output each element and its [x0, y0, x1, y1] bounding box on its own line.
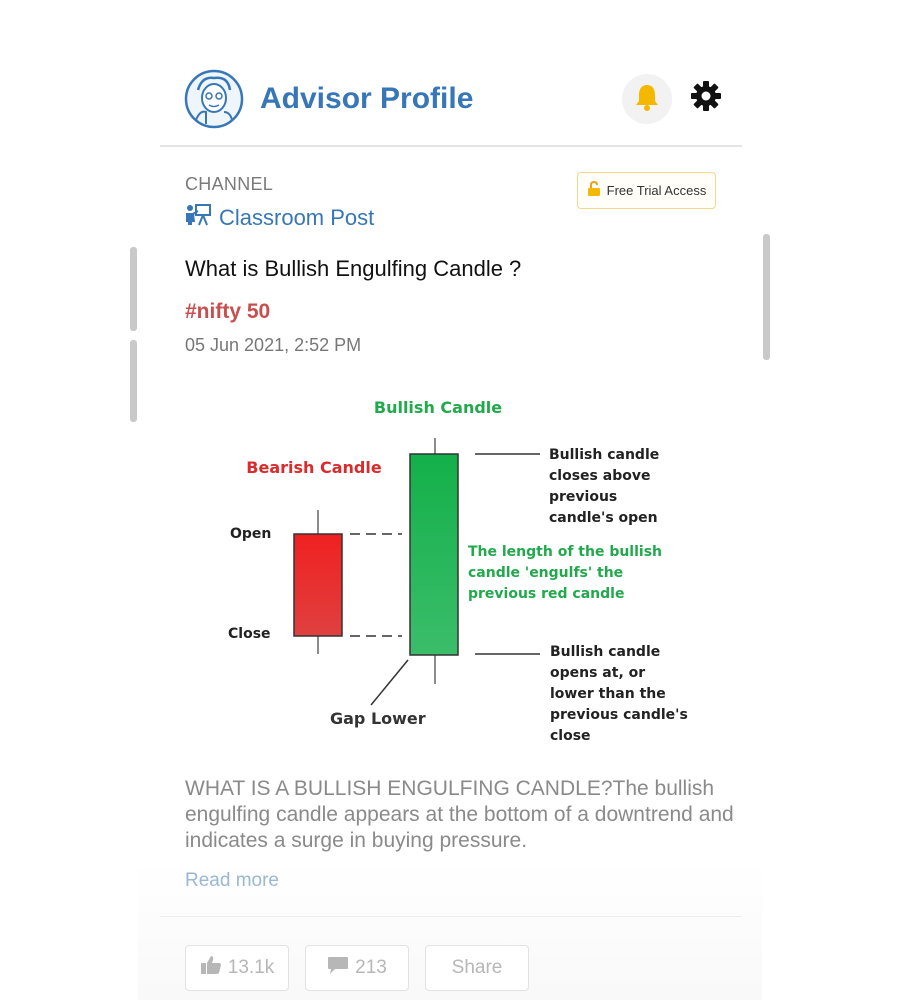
scrollbar-left-upper[interactable]: [130, 247, 137, 331]
gear-icon: [690, 80, 722, 117]
note-bottom-line-5: close: [550, 728, 591, 744]
post-date: 05 Jun 2021, 2:52 PM: [185, 335, 362, 355]
header-divider: [160, 145, 742, 147]
note-top-line-4: candle's open: [549, 510, 658, 526]
like-count: 13.1k: [227, 957, 275, 978]
share-label: Share: [451, 957, 503, 978]
profile-logo-icon[interactable]: [184, 68, 244, 130]
bell-icon: [634, 83, 660, 116]
page-title: Advisor Profile: [260, 82, 474, 115]
notifications-button[interactable]: [622, 74, 672, 124]
channel-name: Classroom Post: [219, 204, 375, 230]
comment-button[interactable]: 213: [305, 945, 409, 991]
note-bottom-line-4: previous candle's: [550, 707, 688, 723]
scrollbar-right[interactable]: [763, 234, 770, 360]
settings-button[interactable]: [686, 78, 726, 118]
read-more-link[interactable]: Read more: [185, 870, 279, 891]
note-top-line-2: closes above: [549, 468, 650, 484]
post-tag[interactable]: #nifty 50: [185, 300, 271, 323]
note-bottom-line-3: lower than the: [550, 686, 666, 702]
bullish-candle-title: Bullish Candle: [374, 398, 502, 417]
bullish-candle: [409, 438, 459, 684]
note-bottom-line-1: Bullish candle: [550, 644, 660, 660]
scrollbar-left-lower[interactable]: [130, 340, 137, 422]
free-trial-badge[interactable]: Free Trial Access: [577, 172, 716, 209]
lock-open-icon: [587, 180, 601, 200]
gap-lower-label: Gap Lower: [330, 709, 426, 728]
free-trial-label: Free Trial Access: [606, 183, 707, 198]
open-label: Open: [230, 526, 271, 542]
note-bottom-line-2: opens at, or: [550, 665, 645, 681]
channel-label: CHANNEL: [185, 174, 274, 194]
bearish-candle-title: Bearish Candle: [246, 458, 382, 477]
bearish-candle: [293, 510, 343, 654]
channel-link[interactable]: Classroom Post: [185, 204, 374, 231]
like-button[interactable]: 13.1k: [185, 945, 289, 991]
classroom-icon: [185, 204, 211, 231]
note-middle-line-2: candle 'engulfs' the: [468, 565, 623, 581]
actions-divider: [160, 916, 742, 917]
post-summary: WHAT IS A BULLISH ENGULFING CANDLE?The b…: [185, 777, 734, 852]
note-middle-line-3: previous red candle: [468, 586, 624, 602]
note-top-line-3: previous: [549, 489, 617, 505]
candle-diagram: Bullish Candle Bearish Candle Open Close…: [138, 380, 762, 760]
post-title[interactable]: What is Bullish Engulfing Candle ?: [185, 256, 522, 281]
thumbs-up-icon: [200, 955, 222, 981]
note-top-line-1: Bullish candle: [549, 447, 659, 463]
comment-icon: [327, 955, 349, 981]
share-button[interactable]: Share: [425, 945, 529, 991]
close-label: Close: [228, 626, 271, 642]
note-middle-line-1: The length of the bullish: [468, 544, 662, 560]
comment-count: 213: [355, 957, 387, 978]
app-header: Advisor Profile: [160, 62, 742, 144]
